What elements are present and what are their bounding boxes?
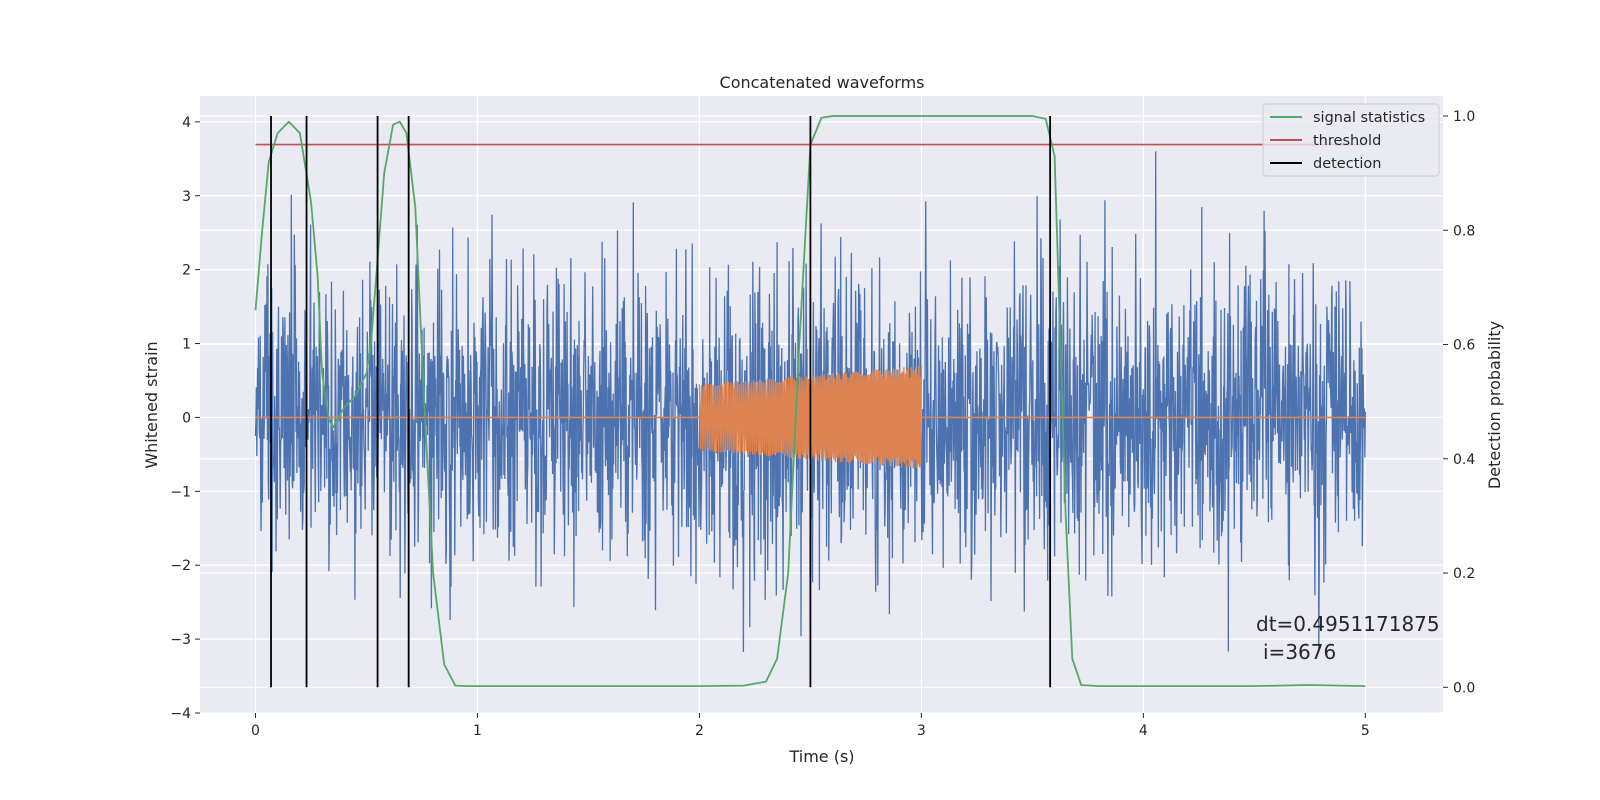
y2-tick-label: 0.0 xyxy=(1453,680,1475,696)
x-tick-label: 2 xyxy=(695,723,704,739)
y-tick-label: −2 xyxy=(170,558,191,574)
x-tick-label: 0 xyxy=(251,723,260,739)
y-axis-left: −4 −3 −2 −1 0 1 2 3 4 xyxy=(170,115,200,722)
chart-title: Concatenated waveforms xyxy=(720,73,925,92)
y2-tick-label: 0.4 xyxy=(1453,452,1475,468)
y2-tick-label: 0.6 xyxy=(1453,338,1475,354)
x-axis-label: Time (s) xyxy=(788,747,854,766)
y-tick-label: 1 xyxy=(182,337,191,353)
x-tick-label: 5 xyxy=(1361,723,1370,739)
legend-label-signal-statistics: signal statistics xyxy=(1313,110,1425,126)
legend-label-threshold: threshold xyxy=(1313,133,1381,149)
detection-series xyxy=(270,115,1052,688)
legend: signal statistics threshold detection xyxy=(1262,103,1440,177)
legend-label-detection: detection xyxy=(1313,156,1381,172)
x-tick-label: 1 xyxy=(473,723,482,739)
y-axis-right: 0.0 0.2 0.4 0.6 0.8 1.0 xyxy=(1443,109,1475,696)
y-tick-label: 2 xyxy=(182,263,191,279)
x-tick-label: 3 xyxy=(917,723,926,739)
y-axis-label: Whitened strain xyxy=(142,341,161,468)
y2-tick-label: 0.2 xyxy=(1453,566,1475,582)
legend-box xyxy=(1262,103,1440,177)
y-tick-label: −3 xyxy=(170,632,191,648)
y-tick-label: 3 xyxy=(182,189,191,205)
signal-statistics-line xyxy=(254,115,1366,687)
y2-tick-label: 1.0 xyxy=(1453,109,1475,125)
y-tick-label: −1 xyxy=(170,484,191,500)
signal-statistics-series xyxy=(254,115,1366,687)
y-tick-label: 4 xyxy=(182,115,191,131)
y-tick-label: 0 xyxy=(182,410,191,426)
annotation-i: i=3676 xyxy=(1263,640,1336,664)
x-tick-label: 4 xyxy=(1139,723,1148,739)
y-axis-right-label: Detection probability xyxy=(1485,321,1504,489)
annotation-dt: dt=0.4951171875 xyxy=(1256,612,1440,636)
y-tick-label: −4 xyxy=(170,706,191,722)
y2-tick-label: 0.8 xyxy=(1453,223,1475,239)
x-axis: 0 1 2 3 4 5 xyxy=(251,713,1370,739)
